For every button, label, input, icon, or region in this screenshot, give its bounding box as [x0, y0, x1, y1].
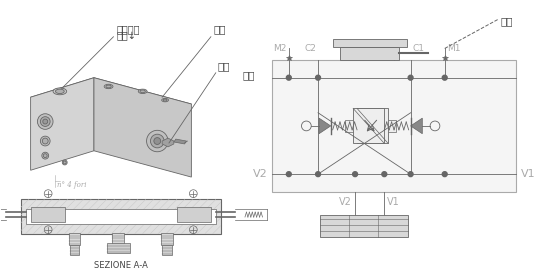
- Bar: [357, 108, 388, 144]
- Text: 阀芯: 阀芯: [242, 71, 255, 81]
- Bar: [388, 120, 396, 132]
- Bar: [340, 46, 399, 60]
- Bar: [162, 245, 172, 255]
- Circle shape: [316, 172, 321, 177]
- Circle shape: [408, 75, 413, 80]
- Ellipse shape: [138, 89, 147, 94]
- Bar: [345, 120, 353, 132]
- Text: 管路连接: 管路连接: [116, 24, 140, 34]
- Text: V1: V1: [387, 197, 400, 207]
- Text: 阀体: 阀体: [214, 24, 226, 34]
- Bar: [31, 207, 65, 222]
- Circle shape: [442, 172, 447, 177]
- Text: V2: V2: [339, 197, 352, 207]
- Bar: [21, 200, 221, 234]
- Text: C1: C1: [413, 44, 425, 53]
- Text: M1: M1: [446, 44, 460, 53]
- Ellipse shape: [154, 138, 161, 144]
- Bar: [26, 209, 216, 224]
- Bar: [161, 233, 173, 245]
- Bar: [69, 233, 80, 245]
- Text: 油口↓: 油口↓: [116, 32, 136, 42]
- Circle shape: [382, 172, 387, 177]
- Text: M2: M2: [273, 44, 287, 53]
- Polygon shape: [31, 78, 191, 123]
- Polygon shape: [94, 78, 191, 177]
- Ellipse shape: [43, 154, 47, 158]
- Ellipse shape: [140, 90, 145, 93]
- Circle shape: [353, 172, 358, 177]
- Polygon shape: [411, 118, 422, 134]
- Ellipse shape: [55, 89, 64, 94]
- Circle shape: [286, 172, 291, 177]
- Circle shape: [442, 75, 447, 80]
- Text: SEZIONE A-A: SEZIONE A-A: [94, 261, 148, 270]
- Ellipse shape: [63, 161, 66, 164]
- Ellipse shape: [146, 130, 168, 152]
- Ellipse shape: [62, 160, 67, 165]
- Bar: [107, 243, 130, 253]
- Ellipse shape: [42, 138, 48, 144]
- Ellipse shape: [162, 98, 168, 102]
- Ellipse shape: [163, 99, 167, 101]
- Circle shape: [316, 75, 321, 80]
- Polygon shape: [319, 118, 331, 134]
- Bar: [113, 233, 124, 245]
- Polygon shape: [162, 138, 174, 147]
- Ellipse shape: [43, 119, 48, 124]
- Text: 阀芯: 阀芯: [218, 61, 230, 71]
- Text: n° 4 fori: n° 4 fori: [57, 181, 86, 189]
- Ellipse shape: [104, 84, 113, 89]
- Bar: [353, 108, 384, 144]
- Ellipse shape: [40, 117, 50, 126]
- Ellipse shape: [40, 136, 50, 146]
- Ellipse shape: [38, 114, 53, 129]
- Text: C2: C2: [304, 44, 316, 53]
- Circle shape: [408, 172, 413, 177]
- Polygon shape: [31, 78, 94, 170]
- Ellipse shape: [53, 88, 66, 95]
- Bar: [177, 207, 211, 222]
- Bar: [70, 245, 79, 255]
- Ellipse shape: [42, 152, 49, 159]
- Ellipse shape: [106, 85, 111, 88]
- Circle shape: [286, 75, 291, 80]
- Bar: [333, 39, 407, 46]
- Bar: [320, 215, 408, 236]
- Bar: [272, 60, 516, 192]
- Text: 阀芯: 阀芯: [500, 16, 513, 26]
- Text: V2: V2: [252, 169, 267, 179]
- Polygon shape: [174, 139, 187, 144]
- Text: V1: V1: [520, 169, 535, 179]
- Ellipse shape: [151, 134, 164, 148]
